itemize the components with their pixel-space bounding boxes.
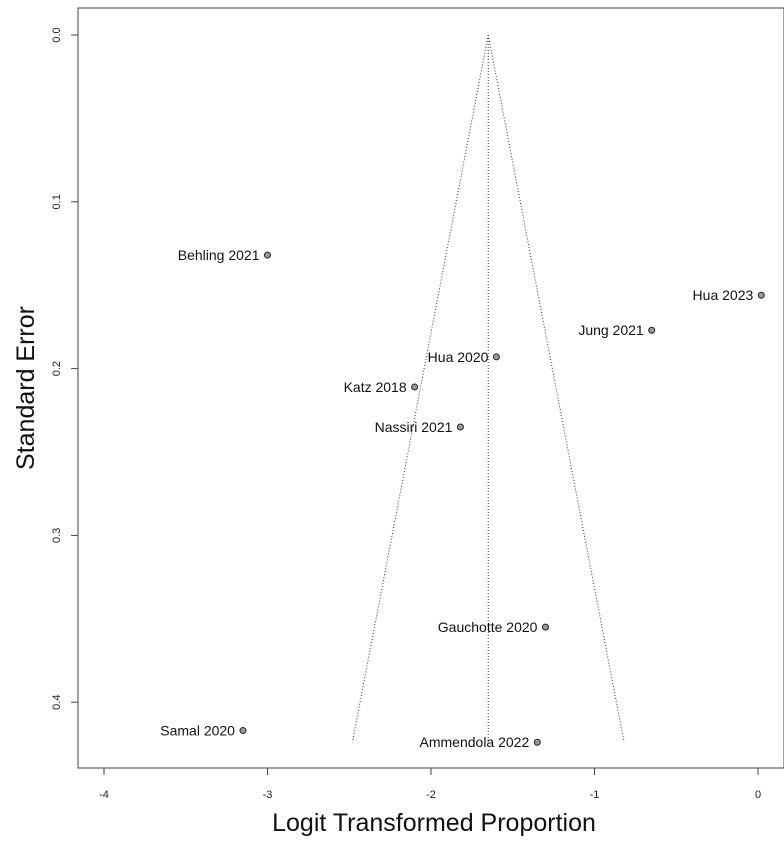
study-label: Hua 2023 <box>693 287 754 303</box>
x-axis-title: Logit Transformed Proportion <box>272 809 596 836</box>
study-label: Hua 2020 <box>428 349 489 365</box>
study-point <box>648 326 656 334</box>
x-tick-label: 0 <box>755 789 761 801</box>
y-tick-label: 0.4 <box>51 695 63 710</box>
study-label: Gauchotte 2020 <box>438 619 538 635</box>
y-tick-label: 0.0 <box>51 27 63 42</box>
study-label: Nassiri 2021 <box>375 419 453 435</box>
study-point <box>264 251 271 259</box>
x-tick-label: -3 <box>263 789 273 801</box>
x-tick-label: -2 <box>426 789 436 801</box>
study-point <box>757 291 765 299</box>
study-point <box>492 353 500 361</box>
y-tick-label: 0.3 <box>51 528 63 543</box>
x-tick-label: -1 <box>590 789 600 801</box>
study-label: Samal 2020 <box>160 723 235 739</box>
study-label: Behling 2021 <box>178 247 260 263</box>
funnel-left-boundary <box>351 34 489 743</box>
study-point <box>411 383 419 391</box>
y-tick-label: 0.2 <box>51 361 63 376</box>
study-point <box>239 727 247 735</box>
study-label: Katz 2018 <box>344 379 407 395</box>
plot-frame <box>77 7 784 769</box>
study-point <box>541 623 549 631</box>
study-label: Jung 2021 <box>578 322 644 338</box>
study-label: Ammendola 2022 <box>420 734 530 750</box>
x-tick-label: -4 <box>99 789 109 801</box>
y-axis-title: Standard Error <box>12 306 40 470</box>
y-tick-label: 0.1 <box>51 194 63 209</box>
study-point <box>533 738 541 746</box>
study-point <box>456 423 464 431</box>
funnel-right-boundary <box>487 34 625 743</box>
